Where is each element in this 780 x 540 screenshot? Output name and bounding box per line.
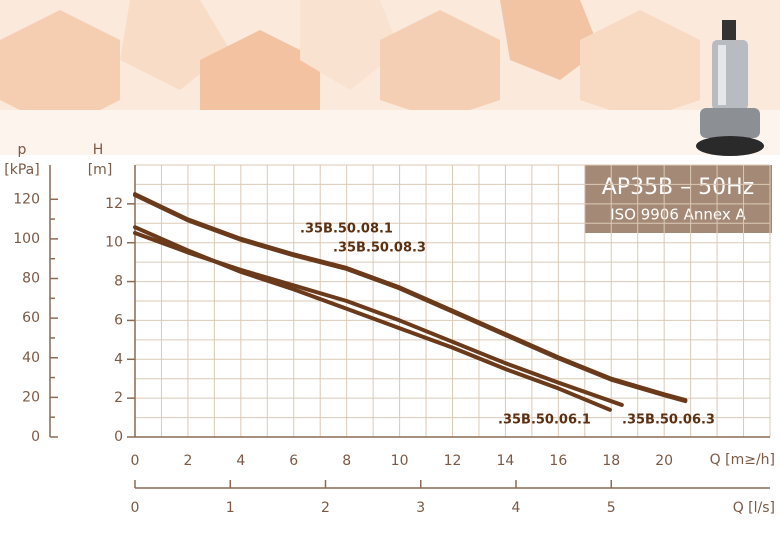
x-axis-label: Q [m≥/h] [710, 452, 775, 468]
x-tick-label: 20 [655, 453, 673, 469]
y-tick-label: 10 [105, 235, 123, 251]
y-tick-label: 2 [114, 390, 123, 406]
x-tick-label: 16 [549, 453, 567, 469]
y-tick-label: 4 [114, 351, 123, 367]
curve-label: .35B.50.06.3 [622, 413, 715, 428]
chart-subtitle: ISO 9906 Annex A [610, 206, 746, 224]
y2-tick-label: 120 [13, 191, 40, 207]
x-tick-label: 10 [391, 453, 409, 469]
y-tick-label: 0 [114, 429, 123, 445]
y2-tick-label: 40 [22, 350, 40, 366]
x-tick-label: 14 [497, 453, 515, 469]
y2-tick-label: 100 [13, 231, 40, 247]
y2-tick-label: 60 [22, 310, 40, 326]
curve-label: .35B.50.08.3 [333, 241, 426, 256]
y-axis-label: H [93, 142, 104, 158]
x2-tick-label: 1 [226, 500, 235, 516]
x-tick-label: 4 [236, 453, 245, 469]
y-tick-label: 6 [114, 312, 123, 328]
y2-tick-label: 80 [22, 271, 40, 287]
x2-tick-label: 5 [607, 500, 616, 516]
y-tick-label: 12 [105, 196, 123, 212]
x-tick-label: 12 [444, 453, 462, 469]
x-tick-label: 6 [289, 453, 298, 469]
chart-title: AP35B – 50Hz [602, 175, 754, 200]
title-box [585, 165, 772, 233]
y2-axis-unit: [kPa] [4, 162, 39, 178]
y-axis-unit: [m] [88, 162, 113, 178]
y-tick-label: 8 [114, 274, 123, 290]
y2-tick-label: 20 [22, 389, 40, 405]
curve [133, 193, 688, 404]
curve-label: .35B.50.06.1 [498, 413, 591, 428]
x2-axis-label: Q [l/s] [733, 500, 775, 516]
x-tick-label: 0 [131, 453, 140, 469]
x-tick-label: 2 [183, 453, 192, 469]
x2-tick-label: 0 [131, 500, 140, 516]
curve-label: .35B.50.08.1 [300, 222, 393, 237]
x-tick-label: 8 [342, 453, 351, 469]
x2-tick-label: 2 [321, 500, 330, 516]
pump-image [696, 20, 764, 156]
y2-axis-label: p [18, 142, 27, 158]
x2-tick-label: 4 [512, 500, 521, 516]
x-tick-label: 18 [602, 453, 620, 469]
y2-tick-label: 0 [31, 429, 40, 445]
curve [133, 231, 624, 407]
header-decoration [0, 0, 780, 155]
x2-tick-label: 3 [416, 500, 425, 516]
